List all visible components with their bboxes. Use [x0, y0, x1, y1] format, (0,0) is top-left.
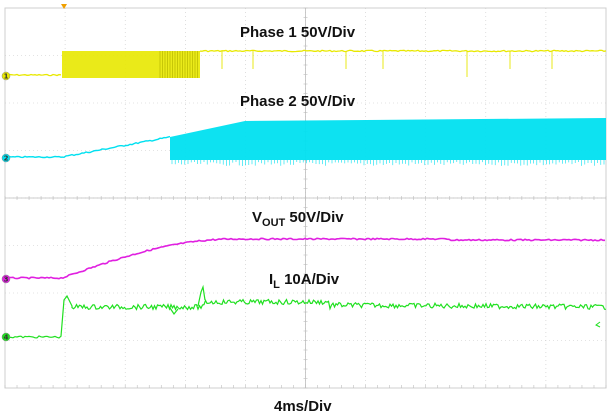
ch2-label: Phase 2 50V/Div	[240, 93, 356, 110]
channel-marker-3	[1, 274, 11, 284]
ch1-label: Phase 1 50V/Div	[240, 24, 356, 41]
ch1-burst	[62, 51, 200, 78]
channel-marker-number: 2	[4, 155, 9, 163]
channel-marker-number: 3	[4, 276, 9, 284]
ch3-trace	[4, 237, 605, 280]
channel-marker-number: 4	[4, 334, 9, 342]
ch2-trace-ramp	[4, 135, 171, 159]
channel-marker-2	[1, 153, 11, 163]
traces	[4, 49, 607, 339]
ch3-label: VOUT 50V/Div	[252, 209, 344, 229]
ch1-trace-post	[199, 49, 607, 53]
ch4-dip	[169, 307, 179, 316]
ch4-offscreen-marker	[595, 321, 601, 328]
channel-markers: 1 2 3 4	[1, 71, 11, 342]
ch4-spike	[197, 284, 206, 307]
ch2-band	[170, 118, 606, 160]
x-axis-label: 4ms/Div	[274, 398, 332, 415]
trigger-position-marker	[61, 4, 67, 9]
ch1-trace-pre	[4, 73, 62, 77]
channel-marker-1	[1, 71, 11, 81]
ch4-label: IL 10A/Div	[269, 271, 340, 291]
channel-marker-4	[1, 332, 11, 342]
ch4-trace	[4, 294, 607, 339]
channel-marker-number: 1	[4, 73, 9, 81]
